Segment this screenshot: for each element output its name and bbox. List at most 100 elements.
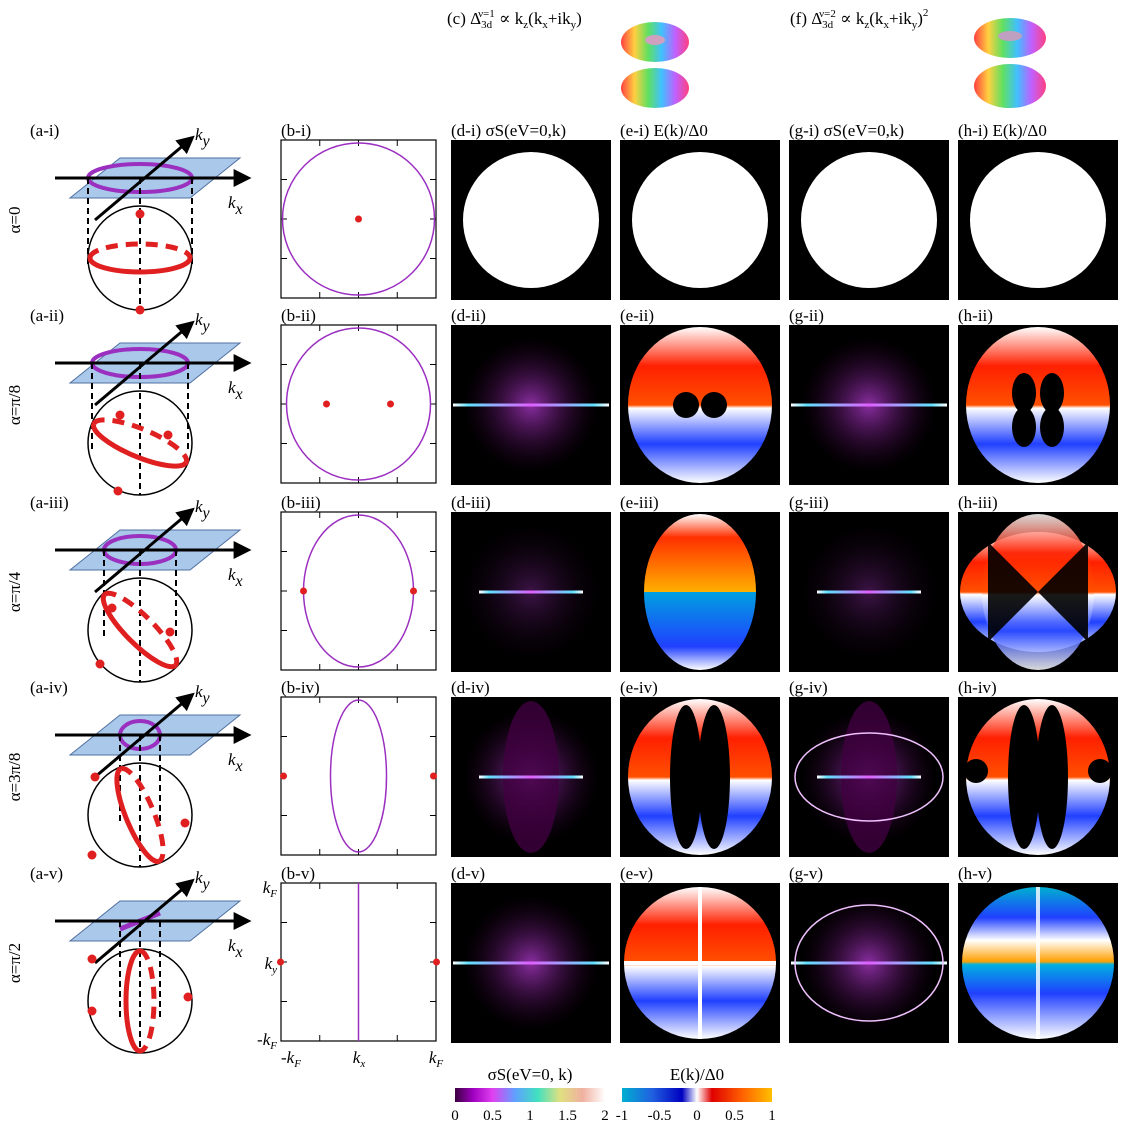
node-dot (115, 410, 125, 420)
panel-label-b: (b-ii) (281, 306, 316, 325)
node-dot (163, 430, 173, 440)
panel-label-h: (h-iv) (958, 678, 997, 697)
colorbar-tick: 0 (451, 1108, 459, 1124)
energy-map (644, 514, 756, 670)
conductance-panel-d: (d-i) σS(eV=0,k) (451, 121, 611, 300)
colorbar-tick: 0.5 (725, 1108, 744, 1124)
conductance-panel-g: (g-ii) (789, 306, 949, 485)
colorbar-tick: 0 (693, 1108, 701, 1124)
conductance-panel-g: (g-iii) (789, 493, 949, 672)
colorbar-tick: 0.5 (483, 1108, 502, 1124)
node-hole (1040, 373, 1064, 413)
colorbar-tick: -0.5 (648, 1108, 672, 1124)
zero-energy-line (453, 961, 609, 965)
ky-axis-label: ky (195, 682, 211, 707)
colorbar-gradient (455, 1088, 605, 1102)
zero-energy-line (817, 775, 921, 779)
xlabel-kx: kx (353, 1048, 366, 1070)
surface-disk (463, 152, 599, 288)
schematic-panel: (a-iii) ky kx (30, 493, 252, 683)
projection-panel: (b-iii) (280, 493, 437, 671)
energy-panel-e: (e-ii) (620, 306, 780, 485)
colorbar-tick: 1 (768, 1108, 776, 1124)
colorbar-tick: 1 (526, 1108, 534, 1124)
panel-label-g: (g-i) σS(eV=0,k) (789, 121, 904, 140)
energy-panel-e: (e-i) E(k)/Δ0 (620, 121, 780, 300)
energy-panel-h: (h-ii) (958, 306, 1118, 485)
schematic-panel: (a-v) ky kx (30, 864, 252, 1054)
row-3: (a-iii) ky kx α=π/4 (b-iii) (d-iii) (g-iii) (e-… (5, 493, 1118, 683)
energy-disk (970, 152, 1106, 288)
white-band (624, 961, 776, 965)
node-dot (107, 603, 117, 613)
panel-label-b: (b-iii) (281, 493, 321, 512)
energy-panel-h: (h-iii) (958, 493, 1118, 672)
projected-node (410, 587, 417, 595)
kx-axis-label: kx (228, 750, 243, 775)
panel-label-e: (e-iv) (620, 678, 658, 697)
nodal-ring (100, 590, 180, 670)
conductance-panel-g: (g-i) σS(eV=0,k) (789, 121, 949, 300)
node-hole (988, 542, 1088, 642)
node-hole (964, 759, 988, 783)
node-hole (1040, 407, 1064, 447)
energy-map (628, 327, 772, 483)
zero-energy-line (817, 590, 921, 594)
projection-panel: (b-i) (280, 121, 437, 299)
node-dot (95, 659, 105, 669)
node-dot (135, 305, 145, 315)
panel-label-h: (h-v) (958, 864, 992, 883)
energy-map (966, 327, 1110, 483)
panel-label-d: (d-i) σS(eV=0,k) (451, 121, 566, 140)
colorbar-label: E(k)/Δ0 (670, 1065, 724, 1084)
conductance-panel-d: (d-v) (451, 864, 611, 1043)
conductance-panel-d: (d-iii) (451, 493, 611, 672)
node-hole (1012, 373, 1036, 413)
node-hole (670, 705, 702, 849)
energy-panel-h: (h-v) (958, 864, 1118, 1043)
alpha-label: α=π/4 (5, 571, 24, 612)
schematic-panel: (a-i) ky kx (30, 121, 252, 315)
node-dot (113, 486, 123, 496)
nodal-ring (123, 948, 157, 1054)
panel-label-a: (a-iv) (30, 678, 68, 697)
panel-label-e: (e-iii) (620, 493, 659, 512)
alpha-label: α=0 (5, 207, 24, 234)
kx-axis-label: kx (228, 193, 243, 218)
panel-label-h: (h-iii) (958, 493, 998, 512)
projected-node (433, 958, 440, 966)
projected-node (355, 215, 362, 223)
zero-energy-line (453, 403, 609, 407)
colorbar-tick: 1.5 (558, 1108, 577, 1124)
node-hole (698, 705, 730, 849)
panel-label-h: (h-ii) (958, 306, 993, 325)
row-4: (a-iv) ky kx α=3π/8 (b-iv) (d-iv) (g-iv) (e-iv)… (5, 678, 1118, 868)
panel-label-b: (b-iv) (281, 678, 320, 697)
alpha-label: α=π/2 (5, 943, 24, 983)
node-hole (1088, 759, 1112, 783)
conductance-panel-g: (g-v) (789, 864, 949, 1043)
energy-panel-h: (h-iv) (958, 678, 1118, 857)
node-dot (87, 1006, 97, 1016)
projection-panel: (b-ii) (280, 306, 437, 484)
panel-label-e: (e-i) E(k)/Δ0 (620, 121, 708, 140)
projected-node (280, 772, 287, 780)
colorbar-energy: E(k)/Δ0 -1 -0.5 0 0.5 1 (616, 1065, 776, 1124)
alpha-label: α=3π/8 (5, 753, 24, 802)
conductance-panel-d: (d-iv) (451, 678, 611, 857)
panel-label-g: (g-iv) (789, 678, 828, 697)
ylabel-ky: ky (265, 954, 278, 976)
panel-label-a: (a-ii) (30, 306, 64, 325)
colorbar-sigma: σS(eV=0, k) 0 0.5 1 1.5 2 (451, 1065, 609, 1124)
panel-label-e: (e-v) (620, 864, 653, 883)
projected-node (300, 587, 307, 595)
svg-text:(c) Δ3dν=1 ∝ kz(kx+iky): (c) Δ3dν=1 ∝ kz(kx+iky) (447, 8, 582, 31)
panel-label-d: (d-ii) (451, 306, 486, 325)
node-dot (180, 818, 190, 828)
node-dot (87, 850, 97, 860)
panel-label-d: (d-v) (451, 864, 485, 883)
header-c: (c) Δ3dν=1 ∝ kz(kx+iky) (447, 8, 582, 31)
energy-panel-e: (e-v) (620, 864, 780, 1043)
